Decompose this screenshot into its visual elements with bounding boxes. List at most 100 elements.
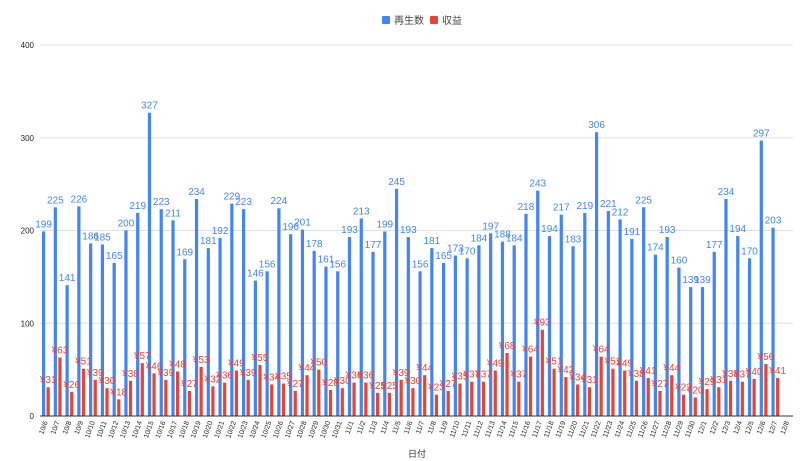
bar-revenue [493, 370, 497, 416]
bar-views [136, 212, 140, 416]
bar-revenue [176, 371, 180, 416]
data-label-revenue: ¥51 [545, 357, 563, 368]
data-label-views: 225 [635, 195, 652, 206]
x-tick-label: 10/7 [50, 420, 61, 435]
x-tick-label: 12/7 [768, 420, 779, 435]
data-label-views: 193 [341, 225, 358, 236]
data-label-revenue: ¥27 [651, 379, 669, 390]
bar-views [112, 262, 116, 416]
bar-views [183, 259, 187, 416]
data-label-views: 191 [624, 227, 641, 238]
data-label-views: 193 [659, 225, 676, 236]
data-label-revenue: ¥40 [745, 367, 763, 378]
data-label-revenue: ¥26 [62, 380, 80, 391]
data-label-revenue: ¥48 [168, 359, 186, 370]
data-label-revenue: ¥49 [486, 359, 504, 370]
bar-revenue [552, 368, 556, 416]
x-tick-label: 10/10 [84, 420, 97, 439]
bar-revenue [81, 368, 86, 416]
data-label-revenue: ¥41 [639, 366, 657, 377]
bar-revenue [623, 370, 627, 416]
bar-views [41, 231, 46, 416]
data-label-revenue: ¥38 [121, 369, 139, 380]
x-tick-label: 10/9 [74, 420, 85, 435]
x-tick-label: 12/3 [721, 420, 732, 435]
data-label-views: 177 [365, 240, 382, 251]
bar-revenue [140, 363, 144, 416]
x-tick-label: 11/4 [380, 420, 391, 435]
x-tick-label: 11/10 [449, 420, 461, 438]
data-label-revenue: ¥31 [709, 375, 727, 386]
bar-views [477, 245, 481, 416]
bar-views [712, 251, 716, 416]
x-tick-label: 12/1 [697, 420, 708, 435]
data-label-revenue: ¥39 [239, 368, 257, 379]
x-tick-label: 11/21 [579, 420, 591, 438]
bar-views [241, 209, 246, 416]
bar-views [689, 287, 693, 416]
bar-views [736, 236, 740, 416]
x-tick-label: 10/13 [120, 420, 133, 439]
x-tick-label: 10/22 [225, 420, 238, 439]
x-tick-label: 10/27 [284, 420, 297, 439]
data-label-revenue: ¥23 [674, 383, 692, 394]
data-label-views: 184 [471, 233, 488, 244]
data-label-revenue: ¥20 [686, 385, 704, 396]
data-label-revenue: ¥57 [133, 351, 151, 362]
bar-revenue [199, 366, 203, 416]
data-label-views: 193 [400, 225, 417, 236]
x-tick-label: 12/6 [756, 420, 767, 435]
data-label-views: 223 [153, 197, 170, 208]
data-label-revenue: ¥31 [580, 375, 598, 386]
x-tick-label: 12/2 [709, 420, 720, 435]
data-label-revenue: ¥30 [333, 376, 351, 387]
x-tick-label: 10/8 [62, 420, 73, 435]
bar-views [124, 230, 128, 416]
bar-views [253, 280, 257, 416]
bar-revenue [340, 388, 344, 416]
bar-views [500, 241, 505, 416]
bar-views [489, 233, 493, 416]
bar-views [371, 251, 375, 416]
x-tick-label: 11/27 [649, 420, 661, 438]
bar-views [547, 236, 552, 416]
data-label-revenue: ¥31 [39, 375, 57, 386]
bar-revenue [270, 384, 274, 416]
y-tick-label: 400 [21, 41, 35, 50]
x-tick-label: 11/19 [555, 420, 567, 438]
bar-views [453, 255, 457, 416]
bar-views [606, 211, 610, 416]
data-label-views: 211 [165, 208, 181, 219]
bar-revenue [705, 389, 709, 416]
x-tick-label: 11/13 [484, 420, 496, 438]
x-tick-label: 10/11 [96, 420, 108, 438]
x-tick-label: 10/18 [178, 420, 191, 439]
bar-revenue [352, 382, 356, 416]
bar-views [347, 236, 352, 416]
x-tick-label: 11/7 [415, 420, 426, 435]
x-tick-label: 11/30 [684, 420, 696, 438]
bar-views [700, 287, 705, 416]
x-tick-label: 10/31 [331, 420, 344, 439]
bar-views [747, 258, 752, 416]
bar-views [759, 140, 763, 416]
data-label-views: 178 [306, 239, 323, 250]
bar-views [571, 246, 575, 416]
data-label-revenue: ¥44 [415, 363, 433, 374]
y-tick-label: 300 [21, 134, 35, 143]
data-label-views: 160 [671, 256, 688, 267]
data-label-views: 156 [329, 259, 346, 270]
data-label-revenue: ¥30 [404, 376, 422, 387]
data-label-views: 170 [459, 246, 476, 257]
bar-views [771, 227, 775, 416]
data-label-revenue: ¥42 [557, 365, 575, 376]
x-tick-label: 10/23 [237, 420, 250, 439]
bar-revenue [646, 377, 650, 416]
bar-views [100, 244, 105, 416]
bar-revenue [328, 390, 333, 416]
bar-views [265, 271, 269, 416]
bar-revenue [187, 390, 191, 416]
data-label-revenue: ¥37 [474, 370, 492, 381]
data-label-revenue: ¥37 [509, 370, 527, 381]
data-label-views: 221 [600, 199, 617, 210]
